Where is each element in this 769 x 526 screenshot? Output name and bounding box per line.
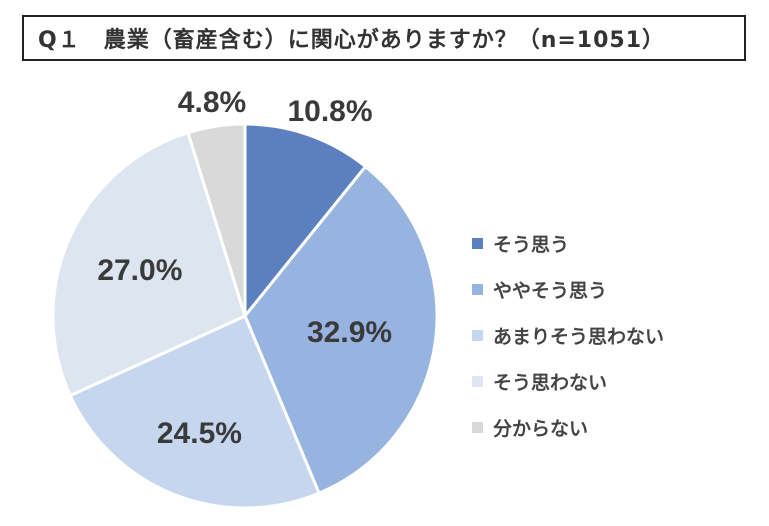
legend-label-4: 分からない — [493, 417, 589, 440]
legend-swatch-1 — [472, 283, 483, 295]
chart-title: Q１ 農業（畜産含む）に関心がありますか？（n=1051） — [38, 28, 666, 53]
chart-title-box: Q１ 農業（畜産含む）に関心がありますか？（n=1051） — [22, 15, 746, 61]
legend-swatch-0 — [472, 237, 483, 249]
legend-label-1: ややそう思う — [493, 279, 608, 302]
legend-item-0: そう思う — [472, 220, 664, 266]
pie-label-1: 32.9% — [307, 316, 392, 349]
pie-slice-3 — [51, 130, 247, 398]
pie-slice-1 — [243, 164, 439, 496]
pie-slice-0 — [243, 122, 368, 321]
legend-swatch-3 — [472, 375, 483, 387]
legend-item-4: 分からない — [472, 404, 664, 450]
pie-slice-2 — [68, 313, 321, 510]
legend-label-3: そう思わない — [493, 371, 608, 394]
legend-item-1: ややそう思う — [472, 266, 664, 312]
legend-swatch-2 — [472, 329, 483, 341]
legend-label-0: そう思う — [493, 233, 570, 256]
legend-item-2: あまりそう思わない — [472, 312, 664, 358]
pie-label-3: 27.0% — [97, 254, 182, 287]
legend-label-2: あまりそう思わない — [493, 325, 665, 348]
legend-swatch-4 — [472, 421, 483, 433]
pie-label-2: 24.5% — [157, 417, 242, 450]
pie-label-0: 10.8% — [287, 95, 372, 128]
legend-item-3: そう思わない — [472, 358, 664, 404]
pie-label-4: 4.8% — [178, 86, 246, 119]
legend: そう思う ややそう思う あまりそう思わない そう思わない 分からない — [472, 220, 664, 450]
pie-slice-4 — [186, 122, 247, 317]
